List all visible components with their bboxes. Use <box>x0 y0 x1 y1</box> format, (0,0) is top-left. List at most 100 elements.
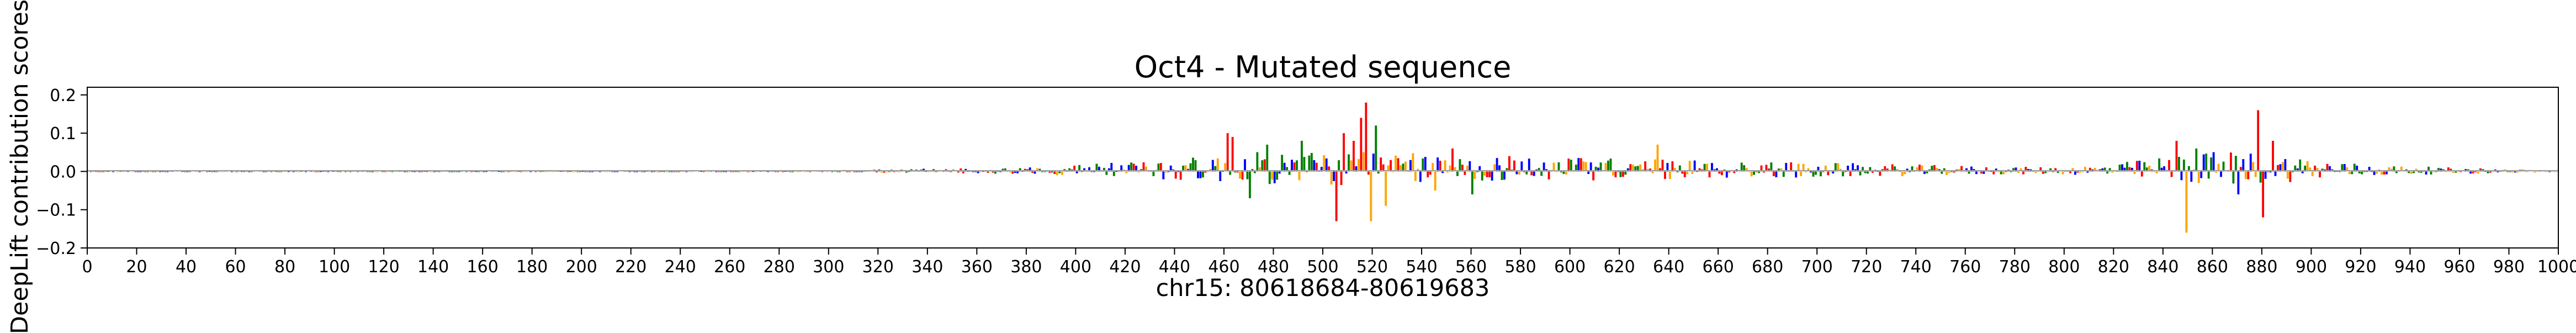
contribution-bar <box>1320 167 1323 172</box>
contribution-bar <box>1090 171 1093 172</box>
contribution-bar <box>2200 171 2203 178</box>
contribution-bar <box>1941 171 1943 174</box>
contribution-bar <box>700 171 703 172</box>
contribution-bar <box>144 171 147 172</box>
contribution-bar <box>633 171 636 172</box>
contribution-bar <box>2024 167 2027 172</box>
contribution-bar <box>2338 171 2341 172</box>
contribution-bar <box>1493 164 1496 172</box>
contribution-bar <box>2254 171 2257 177</box>
contribution-bar <box>374 171 377 172</box>
contribution-bar <box>2135 161 2138 172</box>
contribution-bar <box>846 171 849 172</box>
contribution-bar <box>534 171 537 172</box>
contribution-bar <box>2383 171 2386 175</box>
contribution-bar <box>2336 171 2339 172</box>
x-tick-label: 700 <box>1801 257 1833 277</box>
contribution-bar <box>2269 171 2272 173</box>
contribution-bar <box>136 171 139 172</box>
contribution-bar <box>2074 171 2076 175</box>
contribution-bar <box>1992 171 1995 175</box>
contribution-bar <box>1508 156 1510 172</box>
contribution-bar <box>1226 133 1229 172</box>
contribution-bar <box>898 171 900 172</box>
contribution-bar <box>2113 171 2116 172</box>
contribution-bar <box>1397 158 1400 172</box>
contribution-bar <box>1506 168 1508 172</box>
contribution-bar <box>124 171 127 172</box>
contribution-bar <box>1441 171 1444 173</box>
contribution-bar <box>1871 171 1874 173</box>
contribution-bar <box>720 171 723 172</box>
contribution-bar <box>1437 157 1439 172</box>
contribution-bar <box>1451 148 1454 172</box>
contribution-bar <box>1584 162 1587 172</box>
contribution-bar <box>1676 171 1679 173</box>
contribution-bar <box>675 171 678 172</box>
contribution-bar <box>791 171 794 172</box>
contribution-bar <box>2281 162 2284 172</box>
contribution-bar <box>436 171 438 172</box>
x-tick-label: 320 <box>862 257 894 277</box>
contribution-bar <box>1696 171 1699 172</box>
contribution-bar <box>1834 163 1837 172</box>
contribution-bar <box>1755 171 1758 172</box>
contribution-bar <box>2185 171 2188 233</box>
contribution-bar <box>1454 167 1456 172</box>
contribution-bar <box>349 171 352 172</box>
contribution-bar <box>1407 171 1409 172</box>
contribution-bar <box>2108 168 2111 172</box>
contribution-bar <box>2042 171 2044 174</box>
contribution-bar <box>908 171 910 172</box>
contribution-bar <box>2358 171 2361 174</box>
contribution-bar <box>404 171 406 172</box>
contribution-bar <box>1997 171 2000 172</box>
contribution-bar <box>950 171 952 172</box>
contribution-bar <box>2361 171 2363 175</box>
contribution-bar <box>1348 154 1350 172</box>
contribution-bar <box>893 171 895 172</box>
contribution-bar <box>1439 161 1441 172</box>
contribution-bar <box>151 171 154 172</box>
x-tick-label: 520 <box>1356 257 1388 277</box>
contribution-bar <box>1703 163 1706 172</box>
contribution-bar <box>1651 171 1654 173</box>
contribution-bar <box>1827 171 1830 176</box>
contribution-bar <box>1706 163 1708 172</box>
contribution-bar <box>418 171 421 172</box>
contribution-bar <box>1802 163 1805 172</box>
contribution-bar <box>984 171 987 172</box>
contribution-bar <box>300 171 303 172</box>
contribution-bar <box>1810 171 1812 173</box>
contribution-bar <box>443 171 446 172</box>
contribution-bar <box>1422 158 1424 172</box>
contribution-bar <box>994 171 997 174</box>
contribution-bar <box>322 171 325 172</box>
contribution-bar <box>406 171 409 172</box>
contribution-bar <box>216 171 218 172</box>
contribution-bar <box>1125 171 1128 173</box>
contribution-bar <box>2492 171 2494 172</box>
contribution-bar <box>777 171 779 172</box>
contribution-bar <box>2440 168 2442 172</box>
contribution-bar <box>1236 171 1239 173</box>
contribution-bar <box>1241 171 1244 180</box>
x-tick-label: 740 <box>1900 257 1932 277</box>
x-tick-label: 200 <box>566 257 597 277</box>
contribution-bar <box>2420 171 2423 173</box>
contribution-bar <box>876 171 878 173</box>
contribution-bar <box>263 171 265 172</box>
contribution-bar <box>2210 157 2213 172</box>
x-tick-label: 340 <box>911 257 943 277</box>
contribution-bar <box>2348 171 2351 175</box>
contribution-bar <box>883 171 886 173</box>
contribution-bar <box>668 171 671 172</box>
contribution-bar <box>193 171 196 172</box>
contribution-bar <box>478 171 480 172</box>
contribution-bar <box>1906 168 1909 172</box>
contribution-bar <box>1538 168 1540 172</box>
contribution-bar <box>1795 171 1798 178</box>
contribution-bar <box>196 171 199 172</box>
contribution-bar <box>665 171 668 172</box>
contribution-bar <box>992 171 994 173</box>
